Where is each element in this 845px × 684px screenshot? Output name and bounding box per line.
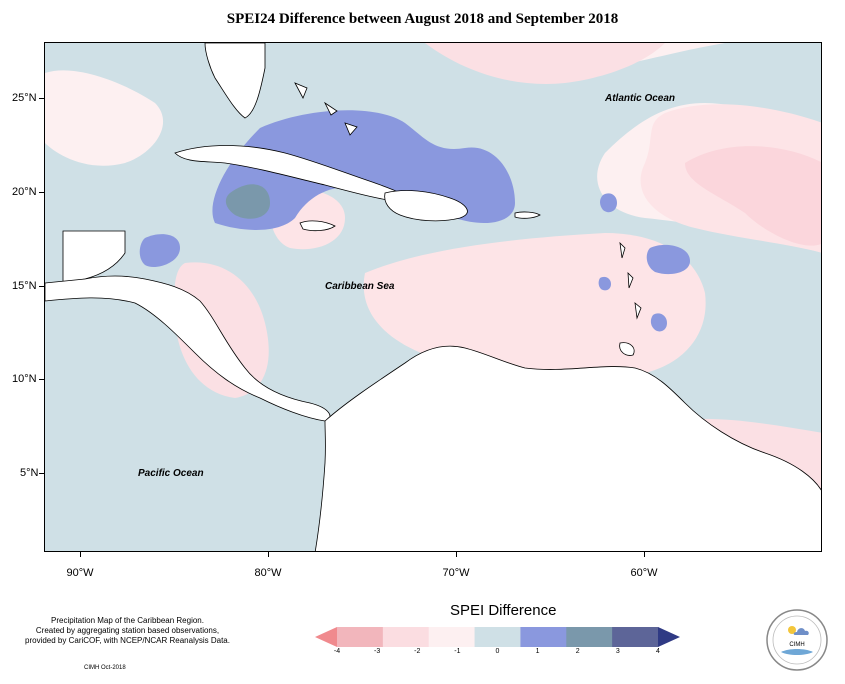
atlantic-label: Atlantic Ocean xyxy=(605,93,676,104)
lat-label-15: 15°N xyxy=(12,280,37,292)
logo-text: CIMH xyxy=(789,642,804,648)
legend-cell xyxy=(612,627,659,647)
credits-text: Precipitation Map of the Caribbean Regio… xyxy=(20,616,235,646)
hispaniola xyxy=(384,190,468,222)
legend-tick-label: -3 xyxy=(374,648,381,655)
legend-arrow-right xyxy=(658,627,680,647)
legend-title: SPEI Difference xyxy=(450,602,557,619)
made-by-text: CIMH Oct-2018 xyxy=(84,665,126,671)
legend-cell xyxy=(428,627,476,647)
legend-cell xyxy=(382,627,430,647)
lat-tick xyxy=(39,286,44,287)
lat-tick xyxy=(39,473,44,474)
legend-tick-label: 2 xyxy=(575,648,580,655)
pacific-label: Pacific Ocean xyxy=(138,468,204,479)
legend-tick-label: -4 xyxy=(333,648,341,655)
sun-icon xyxy=(788,626,796,634)
legend-cell xyxy=(337,627,384,647)
cloud-icon xyxy=(793,628,809,635)
legend-tick-label: 1 xyxy=(535,648,540,655)
blue-zone-east-1 xyxy=(646,244,690,275)
credits-line-2: Created by aggregating station based obs… xyxy=(35,626,220,635)
pink-zone-central-am xyxy=(174,262,269,398)
lat-label-10: 10°N xyxy=(12,373,37,385)
blue-zone-east-3 xyxy=(650,313,667,332)
credits-line-1: Precipitation Map of the Caribbean Regio… xyxy=(51,616,204,625)
central-america xyxy=(45,275,331,422)
credits-line-3: provided by CariCOF, with NCEP/NCAR Rean… xyxy=(25,636,230,645)
trinidad xyxy=(619,342,635,356)
land-masses xyxy=(45,43,821,551)
legend-tick-label: -1 xyxy=(454,648,461,655)
jamaica xyxy=(299,220,336,232)
lat-tick xyxy=(39,379,44,380)
bahamas xyxy=(294,82,358,136)
lon-tick xyxy=(644,552,645,557)
lat-label-5: 5°N xyxy=(20,467,39,479)
legend-cell xyxy=(520,627,567,647)
pink-zone-ne xyxy=(685,146,821,246)
legend-arrow-left xyxy=(315,627,337,647)
lon-tick xyxy=(456,552,457,557)
pink-zone-caribbean xyxy=(363,233,706,378)
blue-zone-east-2 xyxy=(600,193,617,213)
pink-zone-north xyxy=(425,43,665,84)
blue-zone-honduras xyxy=(139,234,180,268)
legend-colorbar xyxy=(315,627,680,647)
caribbean-label: Caribbean Sea xyxy=(325,281,395,292)
lesser-antilles xyxy=(619,241,642,320)
legend-cell xyxy=(566,627,613,647)
florida xyxy=(204,43,266,119)
lon-label-60: 60°W xyxy=(630,567,658,579)
lon-label-90: 90°W xyxy=(66,567,94,579)
map-title: SPEI24 Difference between August 2018 an… xyxy=(226,11,619,27)
spei-map xyxy=(45,43,821,551)
puerto-rico xyxy=(514,211,541,219)
lat-label-25: 25°N xyxy=(12,92,37,104)
legend-cell xyxy=(474,627,521,647)
legend-tick-label: 4 xyxy=(656,648,660,655)
lat-label-20: 20°N xyxy=(12,186,37,198)
lon-label-70: 70°W xyxy=(442,567,470,579)
lat-tick xyxy=(39,192,44,193)
wave-icon xyxy=(781,649,813,655)
map-area: Atlantic Ocean Caribbean Sea Pacific Oce… xyxy=(44,42,822,552)
lon-label-80: 80°W xyxy=(254,567,282,579)
pink-zone-florida xyxy=(45,70,164,166)
cimh-logo: CIMH xyxy=(766,609,828,671)
blue-zone-east-4 xyxy=(598,276,611,291)
legend-tick-label: 3 xyxy=(615,648,620,655)
south-america xyxy=(314,345,821,551)
legend-tick-label: 0 xyxy=(495,648,500,655)
lon-tick xyxy=(268,552,269,557)
legend-tick-label: -2 xyxy=(414,648,421,655)
lat-tick xyxy=(39,98,44,99)
blue-zone-cuba-core xyxy=(225,184,270,219)
lon-tick xyxy=(80,552,81,557)
